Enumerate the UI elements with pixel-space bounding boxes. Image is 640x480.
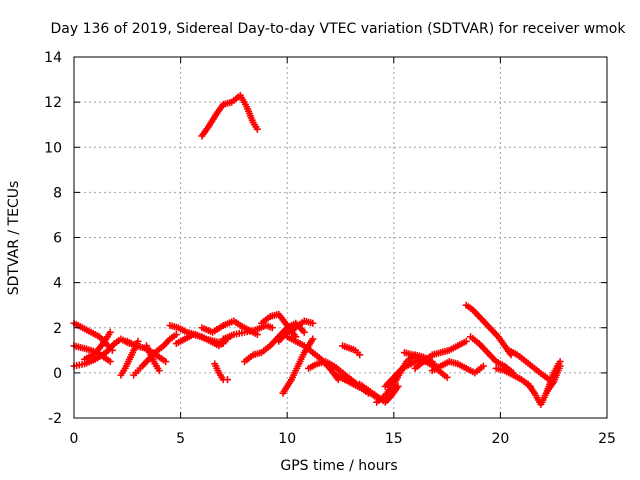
data-point [162, 358, 170, 366]
data-point [443, 373, 451, 381]
x-tick-label: 10 [278, 431, 296, 447]
data-point [268, 324, 276, 332]
y-tick-label: 6 [53, 231, 62, 247]
y-tick-label: 2 [53, 321, 62, 337]
data-point [479, 362, 487, 370]
y-tick-label: 14 [44, 50, 62, 66]
x-tick-label: 0 [70, 431, 79, 447]
x-tick-label: 25 [598, 431, 616, 447]
axis-ticks [73, 56, 608, 419]
data-point [224, 376, 232, 384]
x-tick-label: 20 [491, 431, 509, 447]
data-point [155, 367, 163, 375]
data-point [309, 335, 317, 343]
data-point [556, 358, 564, 366]
data-point [253, 125, 261, 133]
data-point [300, 328, 308, 336]
x-axis-label: GPS time / hours [280, 458, 397, 474]
x-tick-label: 15 [385, 431, 403, 447]
data-point [106, 358, 114, 366]
data-point [356, 351, 364, 359]
y-tick-label: 12 [44, 95, 62, 111]
y-tick-label: 0 [53, 366, 62, 382]
y-tick-label: 4 [53, 276, 62, 292]
data-points [70, 91, 564, 408]
data-point [462, 337, 470, 345]
y-tick-labels: -2 0 2 4 6 8 10 12 14 [44, 50, 62, 427]
data-point [309, 319, 317, 327]
y-axis-label: SDTVAR / TECUs [6, 181, 22, 296]
x-tick-label: 5 [176, 431, 185, 447]
chart-title: Day 136 of 2019, Sidereal Day-to-day VTE… [51, 21, 627, 37]
data-point [172, 331, 180, 339]
data-point [106, 328, 114, 336]
y-tick-label: 10 [44, 140, 62, 156]
x-tick-labels: 0 5 10 15 20 25 [70, 431, 616, 447]
y-tick-label: 8 [53, 185, 62, 201]
y-tick-label: -2 [48, 411, 62, 427]
